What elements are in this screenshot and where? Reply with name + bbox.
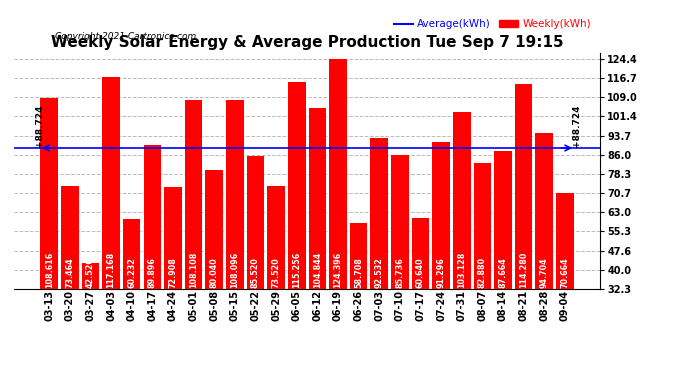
Bar: [247, 156, 264, 289]
Bar: [535, 133, 553, 289]
Text: 89.896: 89.896: [148, 256, 157, 288]
Bar: [206, 170, 223, 289]
Bar: [41, 98, 58, 289]
Bar: [494, 151, 512, 289]
Text: 72.908: 72.908: [168, 256, 177, 288]
Text: 58.708: 58.708: [354, 256, 363, 288]
Bar: [556, 193, 573, 289]
Text: 85.520: 85.520: [251, 256, 260, 288]
Text: 92.532: 92.532: [375, 256, 384, 288]
Bar: [267, 186, 285, 289]
Text: 42.520: 42.520: [86, 256, 95, 288]
Text: 108.108: 108.108: [189, 251, 198, 288]
Bar: [288, 82, 306, 289]
Text: 124.396: 124.396: [333, 251, 342, 288]
Text: +88.724: +88.724: [572, 105, 581, 147]
Bar: [226, 100, 244, 289]
Bar: [412, 218, 429, 289]
Bar: [371, 138, 388, 289]
Text: 60.232: 60.232: [127, 256, 136, 288]
Bar: [433, 142, 450, 289]
Text: 80.040: 80.040: [210, 257, 219, 288]
Text: 70.664: 70.664: [560, 257, 569, 288]
Bar: [473, 163, 491, 289]
Bar: [61, 186, 79, 289]
Text: 104.844: 104.844: [313, 251, 322, 288]
Text: 114.280: 114.280: [519, 251, 528, 288]
Bar: [123, 219, 141, 289]
Text: Copyright 2021 Cartronics.com: Copyright 2021 Cartronics.com: [55, 32, 197, 41]
Text: 73.520: 73.520: [272, 257, 281, 288]
Bar: [515, 84, 533, 289]
Bar: [453, 112, 471, 289]
Legend: Average(kWh), Weekly(kWh): Average(kWh), Weekly(kWh): [391, 15, 595, 33]
Text: 85.736: 85.736: [395, 257, 404, 288]
Bar: [185, 100, 202, 289]
Bar: [350, 223, 367, 289]
Bar: [308, 108, 326, 289]
Text: 108.616: 108.616: [45, 251, 54, 288]
Text: 103.128: 103.128: [457, 251, 466, 288]
Bar: [391, 156, 408, 289]
Bar: [144, 145, 161, 289]
Bar: [329, 59, 347, 289]
Text: 117.168: 117.168: [106, 251, 116, 288]
Text: 91.296: 91.296: [437, 257, 446, 288]
Text: 82.880: 82.880: [478, 256, 487, 288]
Text: +88.724: +88.724: [35, 105, 44, 147]
Text: 108.096: 108.096: [230, 251, 239, 288]
Bar: [164, 188, 181, 289]
Text: 60.640: 60.640: [416, 257, 425, 288]
Title: Weekly Solar Energy & Average Production Tue Sep 7 19:15: Weekly Solar Energy & Average Production…: [51, 35, 563, 50]
Bar: [102, 77, 120, 289]
Text: 115.256: 115.256: [293, 251, 302, 288]
Text: 94.704: 94.704: [540, 257, 549, 288]
Text: 73.464: 73.464: [66, 257, 75, 288]
Bar: [81, 263, 99, 289]
Text: 87.664: 87.664: [498, 257, 508, 288]
